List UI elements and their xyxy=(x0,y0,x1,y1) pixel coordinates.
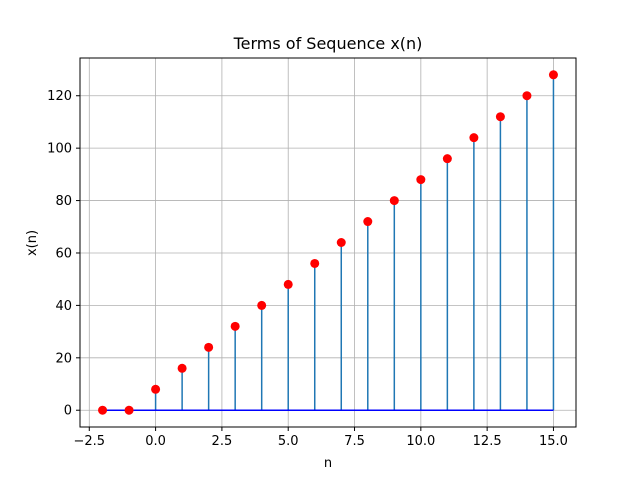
markers xyxy=(98,70,558,415)
y-tick-label-0: 0 xyxy=(64,404,72,419)
x-tick-label-7: 15.0 xyxy=(539,434,568,449)
marker-0 xyxy=(98,405,108,415)
marker-6 xyxy=(257,300,267,310)
axes xyxy=(79,57,577,428)
marker-8 xyxy=(310,258,320,268)
marker-9 xyxy=(336,238,346,247)
x-tick-label-4: 7.5 xyxy=(344,434,365,449)
y-tick-label-3: 60 xyxy=(55,246,72,261)
marker-3 xyxy=(177,363,187,373)
marker-11 xyxy=(389,196,399,206)
x-tick-label-2: 2.5 xyxy=(212,434,233,449)
marker-17 xyxy=(548,70,558,80)
marker-1 xyxy=(124,405,134,415)
y-tick-label-2: 40 xyxy=(55,299,72,314)
y-tick-label-6: 120 xyxy=(47,89,72,104)
x-tick-label-0: −2.5 xyxy=(73,434,105,449)
marker-14 xyxy=(469,133,479,143)
ticks: −2.5 0.0 2.5 5.0 7.5 10.0 12.5 15.0 0 20 40 60 80 100… xyxy=(47,89,568,449)
x-tick-label-3: 5.0 xyxy=(278,434,299,449)
y-axis-label: x(n) xyxy=(25,230,40,256)
marker-5 xyxy=(230,321,240,331)
y-tick-label-4: 80 xyxy=(55,194,72,209)
y-tick-label-5: 100 xyxy=(47,142,72,157)
marker-12 xyxy=(416,175,426,185)
marker-2 xyxy=(151,384,161,394)
chart-title: Terms of Sequence x(n) xyxy=(233,34,423,53)
marker-15 xyxy=(495,112,505,122)
x-axis-label: n xyxy=(324,456,332,471)
x-tick-label-1: 0.0 xyxy=(145,434,166,449)
x-tick-label-6: 12.5 xyxy=(473,434,502,449)
marker-13 xyxy=(442,154,452,164)
marker-10 xyxy=(363,217,373,227)
axes-frame xyxy=(79,57,577,428)
marker-16 xyxy=(522,91,532,101)
x-tick-label-5: 10.0 xyxy=(406,434,435,449)
stems xyxy=(154,74,555,411)
marker-7 xyxy=(283,279,293,289)
marker-4 xyxy=(204,342,214,352)
y-tick-label-1: 20 xyxy=(55,351,72,366)
